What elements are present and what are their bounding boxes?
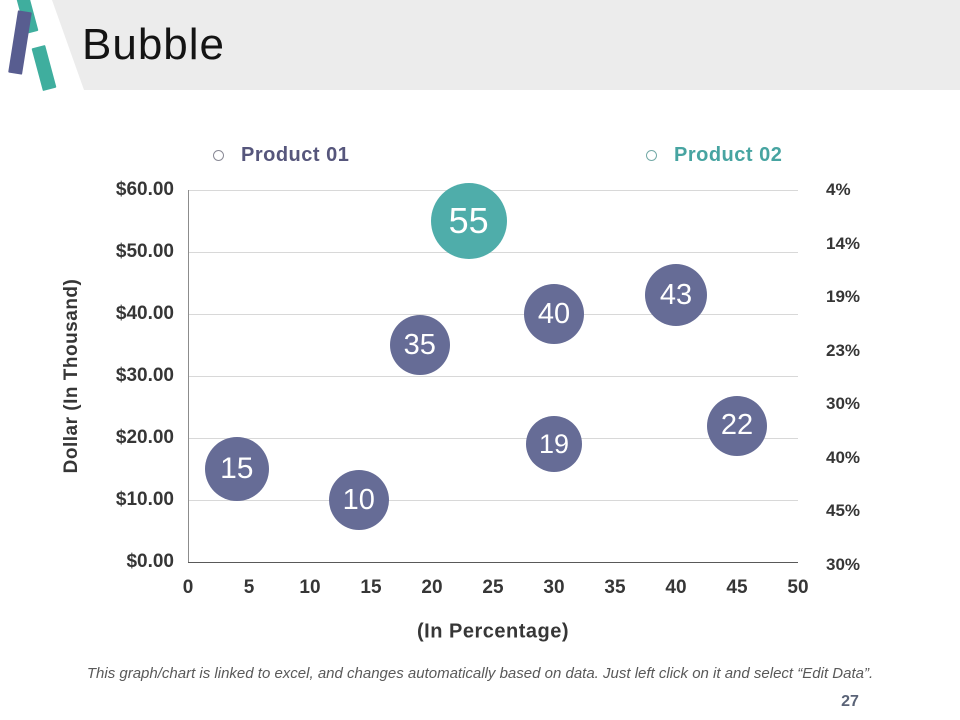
x-tick-label: 25 [482,577,504,598]
gridline [188,438,798,439]
legend-label-product-01: Product 01 [241,143,350,166]
right-axis-label: 40% [826,447,861,467]
y-tick-label: $10.00 [115,489,174,510]
legend-circle-marker-icon [646,149,657,161]
gridline [188,376,798,377]
x-tick-label: 10 [299,577,321,598]
bubble-product-01[interactable]: 15 [204,437,269,501]
y-tick-label: $50.00 [115,241,174,262]
right-axis-label: 14% [826,233,861,253]
bubble-product-01[interactable]: 22 [707,395,767,456]
y-tick-label: $30.00 [115,365,174,386]
gridline [188,314,798,315]
logo-bar-purple-icon [8,10,32,75]
y-tick-label: $20.00 [115,427,174,448]
right-axis-label: 19% [826,287,861,307]
y-tick-label: $0.00 [126,551,174,572]
right-axis-label: 23% [826,340,861,360]
right-axis-label: 4% [826,180,851,199]
x-tick-label: 15 [360,577,382,598]
x-axis-title: (In Percentage) [417,620,569,643]
y-axis-line [188,190,189,562]
logo-bar-teal-bottom-icon [31,44,57,92]
slide-title: Bubble [82,20,226,69]
x-tick-label: 35 [604,577,626,598]
x-tick-label: 20 [421,577,443,598]
bubble-product-01[interactable]: 35 [389,315,450,375]
legend-circle-marker-icon [213,149,224,161]
legend-item-product-01[interactable]: Product 01 [213,141,349,169]
right-axis-label: 30% [826,394,861,414]
bubble-product-01[interactable]: 19 [526,416,582,473]
bubble-product-02[interactable]: 55 [430,183,507,259]
page-number: 27 [841,693,859,710]
x-tick-label: 50 [787,577,809,598]
gridline [188,500,798,501]
x-tick-label: 30 [543,577,565,598]
bubble-product-01[interactable]: 40 [524,284,584,344]
gridline [188,252,798,253]
gridline [188,190,798,191]
x-axis-line [188,562,798,563]
y-tick-label: $40.00 [115,303,174,324]
x-tick-label: 5 [243,577,255,598]
x-tick-label: 45 [726,577,748,598]
right-axis-label: 30% [826,555,861,574]
x-tick-label: 40 [665,577,687,598]
x-tick-label: 0 [182,577,194,598]
bubble-product-01[interactable]: 10 [328,470,389,530]
footer-note: This graph/chart is linked to excel, and… [86,665,874,682]
y-tick-label: $60.00 [115,179,174,200]
bubble-product-01[interactable]: 43 [645,264,707,327]
legend-label-product-02: Product 02 [674,143,783,166]
legend-item-product-02[interactable]: Product 02 [646,141,782,169]
header-band [52,0,960,90]
right-axis-label: 45% [826,501,861,521]
